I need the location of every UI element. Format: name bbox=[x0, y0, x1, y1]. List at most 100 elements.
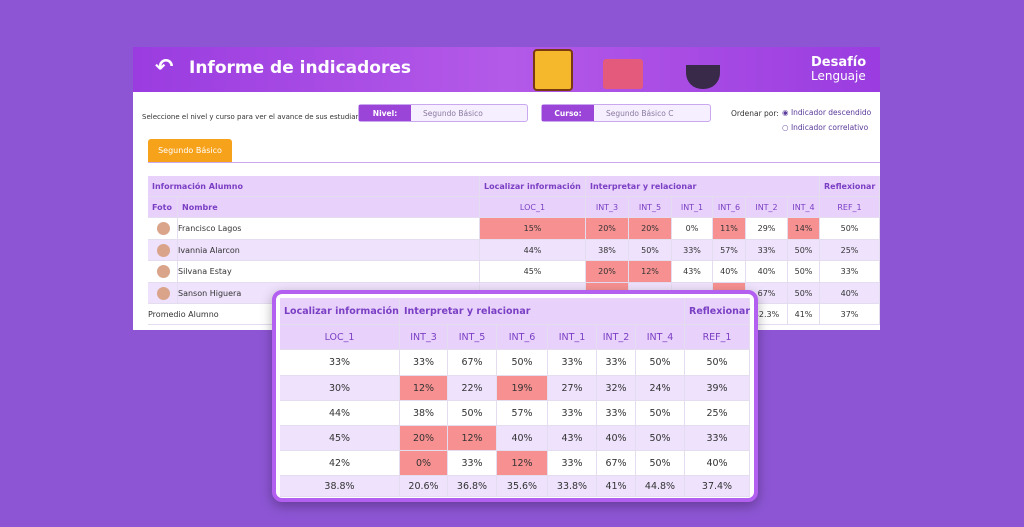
score-cell: 38% bbox=[586, 240, 629, 261]
score-cell: 15% bbox=[480, 218, 586, 240]
brand: Desafío bbox=[811, 55, 867, 70]
average-cell: 41% bbox=[597, 476, 636, 497]
score-cell: 33% bbox=[746, 240, 788, 261]
score-cell: 33% bbox=[548, 451, 597, 476]
photo bbox=[148, 218, 178, 240]
student-name: Francisco Lagos bbox=[178, 218, 480, 240]
value: Segundo Básico bbox=[423, 109, 483, 118]
score-cell: 12% bbox=[497, 451, 548, 476]
group-header: Localizar información bbox=[280, 298, 400, 325]
book-icon bbox=[533, 49, 573, 91]
score-cell: 33% bbox=[280, 350, 400, 376]
score-cell: 67% bbox=[597, 451, 636, 476]
score-cell: 38% bbox=[400, 401, 448, 426]
score-cell: 30% bbox=[280, 376, 400, 401]
score-cell: 50% bbox=[629, 240, 672, 261]
score-cell: 33% bbox=[400, 350, 448, 376]
instruction: Seleccione el nivel y curso para ver el … bbox=[142, 113, 373, 121]
title: Informe de indicadores bbox=[189, 58, 412, 78]
score-cell: 67% bbox=[448, 350, 497, 376]
score-cell: 50% bbox=[685, 350, 750, 376]
column-header: INT_3 bbox=[586, 197, 629, 218]
option-text: Indicador correlativo bbox=[790, 123, 869, 132]
sort-option[interactable]: ◉ Indicador descendido bbox=[782, 108, 872, 117]
sort-label: Ordenar por: bbox=[731, 109, 779, 118]
score-cell: 0% bbox=[400, 451, 448, 476]
average-cell: 37.4% bbox=[685, 476, 750, 497]
score-cell: 29% bbox=[746, 218, 788, 240]
average-cell: 37% bbox=[820, 304, 880, 325]
score-cell: 50% bbox=[788, 283, 820, 304]
column-header: INT_1 bbox=[548, 325, 597, 350]
course-select[interactable]: Curso: Segundo Básico C bbox=[541, 104, 711, 122]
score-cell: 20% bbox=[400, 426, 448, 451]
tab[interactable]: Segundo Básico bbox=[148, 139, 232, 162]
avatar bbox=[157, 244, 170, 257]
score-cell: 14% bbox=[788, 218, 820, 240]
average-cell: 35.6% bbox=[497, 476, 548, 497]
column-header: INT_6 bbox=[713, 197, 746, 218]
score-cell: 43% bbox=[548, 426, 597, 451]
column-header: INT_4 bbox=[788, 197, 820, 218]
score-cell: 43% bbox=[672, 261, 713, 283]
column-header: INT_5 bbox=[448, 325, 497, 350]
score-cell: 33% bbox=[548, 350, 597, 376]
photo bbox=[148, 240, 178, 261]
score-cell: 0% bbox=[672, 218, 713, 240]
score-cell: 50% bbox=[636, 350, 685, 376]
student-name: Ivannia Alarcon bbox=[178, 240, 480, 261]
score-cell: 40% bbox=[597, 426, 636, 451]
score-cell: 33% bbox=[685, 426, 750, 451]
score-cell: 22% bbox=[448, 376, 497, 401]
column-header: REF_1 bbox=[820, 197, 880, 218]
photo bbox=[148, 261, 178, 283]
column-header: INT_2 bbox=[746, 197, 788, 218]
score-cell: 20% bbox=[586, 261, 629, 283]
tab-line bbox=[148, 162, 880, 163]
score-cell: 45% bbox=[480, 261, 586, 283]
column-header: INT_1 bbox=[672, 197, 713, 218]
group-header: Localizar información bbox=[480, 176, 586, 197]
back-button[interactable]: ↶ bbox=[155, 55, 174, 80]
score-cell: 24% bbox=[636, 376, 685, 401]
score-cell: 40% bbox=[685, 451, 750, 476]
column-header: INT_2 bbox=[597, 325, 636, 350]
score-cell: 33% bbox=[597, 350, 636, 376]
column-header: INT_5 bbox=[629, 197, 672, 218]
average-cell: 41% bbox=[788, 304, 820, 325]
score-cell: 33% bbox=[672, 240, 713, 261]
banner: ↶ Informe de indicadores Desafío Lenguaj… bbox=[133, 47, 880, 92]
average-cell: 44.8% bbox=[636, 476, 685, 497]
column-header: INT_6 bbox=[497, 325, 548, 350]
score-cell: 50% bbox=[636, 401, 685, 426]
score-cell: 42% bbox=[280, 451, 400, 476]
column-header: Nombre bbox=[178, 197, 480, 218]
score-cell: 57% bbox=[713, 240, 746, 261]
score-cell: 40% bbox=[497, 426, 548, 451]
column-header: LOC_1 bbox=[480, 197, 586, 218]
average-cell: 36.8% bbox=[448, 476, 497, 497]
score-cell: 44% bbox=[280, 401, 400, 426]
average-cell: 20.6% bbox=[400, 476, 448, 497]
column-header: REF_1 bbox=[685, 325, 750, 350]
score-cell: 33% bbox=[448, 451, 497, 476]
score-cell: 50% bbox=[497, 350, 548, 376]
score-cell: 40% bbox=[713, 261, 746, 283]
column-header: INT_3 bbox=[400, 325, 448, 350]
score-cell: 45% bbox=[280, 426, 400, 451]
score-cell: 50% bbox=[636, 451, 685, 476]
score-cell: 57% bbox=[497, 401, 548, 426]
score-cell: 20% bbox=[586, 218, 629, 240]
column-header: INT_4 bbox=[636, 325, 685, 350]
level-select[interactable]: Nivel: Segundo Básico bbox=[358, 104, 528, 122]
group-header: Reflexionar bbox=[685, 298, 750, 325]
label: Curso: bbox=[542, 105, 594, 121]
average-cell: 33.8% bbox=[548, 476, 597, 497]
cauldron-icon bbox=[686, 65, 720, 89]
group-header: Interpretar y relacionar bbox=[586, 176, 820, 197]
average-cell: 38.8% bbox=[280, 476, 400, 497]
label: Nivel: bbox=[359, 105, 411, 121]
score-cell: 12% bbox=[448, 426, 497, 451]
sort-option[interactable]: ○ Indicador correlativo bbox=[782, 123, 869, 132]
